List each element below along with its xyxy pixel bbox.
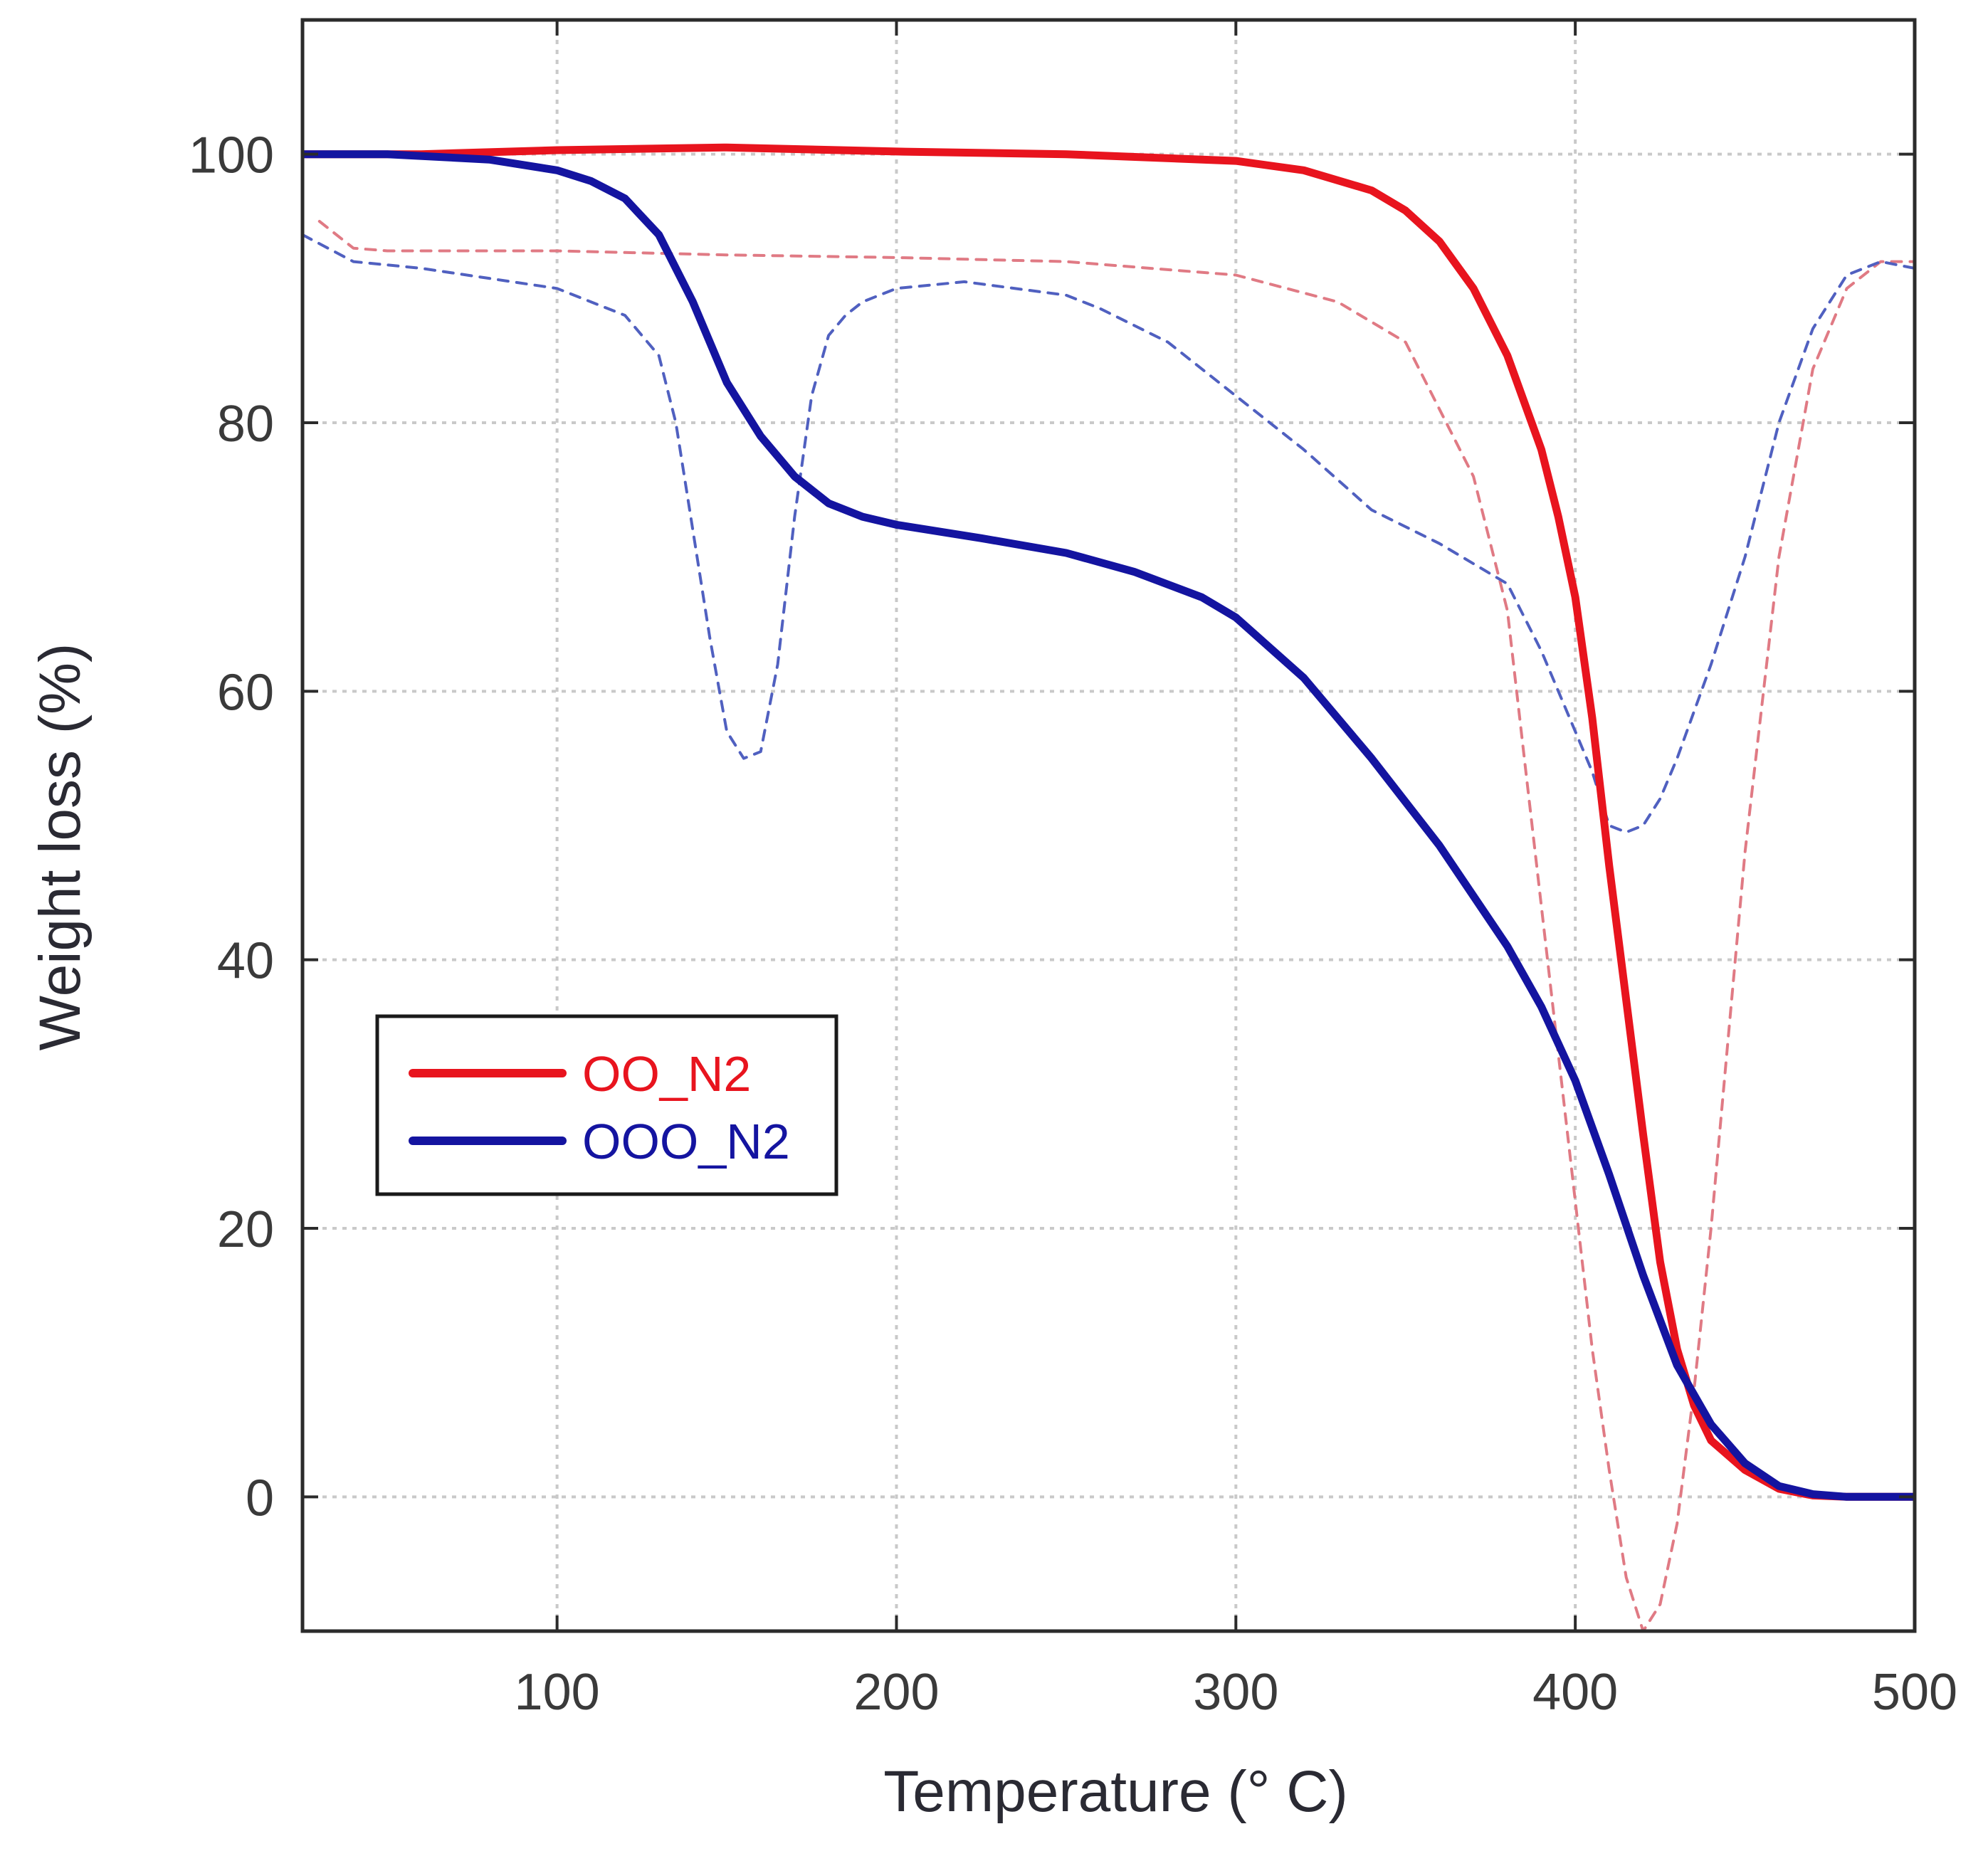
plot-frame — [300, 18, 1917, 1633]
x-tick-label: 200 — [853, 1664, 939, 1721]
y-tick-label: 0 — [246, 1470, 274, 1527]
legend-label-ooo-n2: OOO_N2 — [582, 1114, 790, 1169]
y-tick-label: 60 — [217, 664, 274, 721]
y-axis-title: Weight loss (%) — [28, 643, 93, 1051]
y-tick-label: 40 — [217, 933, 274, 990]
x-tick-label: 100 — [515, 1664, 600, 1721]
series-line-ooo-n2 — [303, 150, 1915, 1501]
x-tick-label: 400 — [1532, 1664, 1618, 1721]
series-line-dtg-3 — [303, 233, 1915, 834]
tick-labels: 100 200 300 400 500 0 20 40 60 80 100 — [189, 127, 1957, 1721]
y-tick-label: 20 — [217, 1201, 274, 1258]
y-tick-label: 80 — [217, 396, 274, 453]
series-line-oo-n2 — [303, 143, 1915, 1501]
series-layer — [303, 143, 1915, 1631]
x-axis-title: Temperature (° C) — [883, 1759, 1348, 1824]
axis-ticks — [303, 20, 1916, 1631]
x-tick-label: 300 — [1193, 1664, 1278, 1721]
legend: OO_N2 OOO_N2 — [375, 1014, 838, 1196]
y-tick-label: 100 — [189, 127, 274, 184]
legend-label-oo-n2: OO_N2 — [582, 1046, 751, 1102]
legend-box — [375, 1014, 838, 1196]
x-tick-label: 500 — [1872, 1664, 1957, 1721]
series-line-dtg-2 — [317, 220, 1915, 1631]
